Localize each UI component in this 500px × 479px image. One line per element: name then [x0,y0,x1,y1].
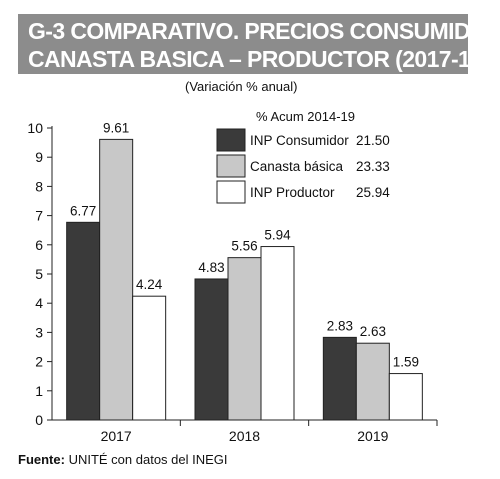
y-tick-label: 3 [35,324,43,340]
bar-inp-consumidor-2018 [194,278,229,421]
legend-value: 23.33 [356,159,390,174]
y-tick-label: 4 [35,295,43,311]
x-tick-label: 2018 [229,428,260,444]
bar-inp-productor-2019 [388,373,423,421]
data-label: 1.59 [393,355,419,370]
data-label: 9.61 [103,120,129,135]
data-label: 5.56 [231,239,257,254]
y-tick-label: 6 [35,237,43,253]
chart-title-banner: G-3 COMPARATIVO. PRECIOS CONSUMIDOR– CAN… [18,14,500,74]
bar-canasta-b-sica-2019 [355,342,390,421]
y-tick-label: 8 [35,178,43,194]
y-tick-label: 2 [35,354,43,370]
bar-canasta-b-sica-2018 [227,257,262,421]
legend-label: INP Productor [250,185,335,200]
data-label: 2.83 [327,318,353,333]
legend-label: INP Consumidor [250,133,349,148]
source-label: Fuente: [18,452,65,467]
data-label: 6.77 [70,203,96,218]
y-tick-label: 0 [35,412,43,428]
y-tick-label: 5 [35,266,43,282]
bar-canasta-b-sica-2017 [99,138,134,421]
legend-heading: % Acum 2014-19 [256,109,355,124]
y-tick-label: 1 [35,383,43,399]
legend-swatch [216,180,246,204]
data-label: 4.24 [136,277,163,292]
chart-title-line-2: CANASTA BASICA – PRODUCTOR (2017-19) [28,46,490,72]
data-label: 5.94 [264,228,291,243]
source-note: Fuente: UNITÉ con datos del INEGI [18,452,228,467]
legend-swatch [216,128,246,152]
legend-value: 21.50 [356,133,390,148]
y-tick-label: 10 [27,120,43,136]
chart-subtitle: (Variación % anual) [185,79,298,94]
legend-swatch [216,154,246,178]
data-label: 2.63 [360,324,386,339]
legend-value: 25.94 [356,185,390,200]
legend-label: Canasta básica [250,159,344,174]
data-label: 4.83 [198,260,224,275]
bar-inp-consumidor-2017 [66,221,101,421]
bar-inp-productor-2018 [260,246,295,421]
y-tick-label: 7 [35,208,43,224]
chart-title-line-1: G-3 COMPARATIVO. PRECIOS CONSUMIDOR– [28,18,500,44]
y-tick-label: 9 [35,149,43,165]
x-tick-label: 2017 [101,428,132,444]
source-text: UNITÉ con datos del INEGI [64,452,228,467]
x-tick-label: 2019 [357,428,388,444]
bar-inp-consumidor-2019 [322,336,357,421]
bar-inp-productor-2017 [132,295,167,421]
